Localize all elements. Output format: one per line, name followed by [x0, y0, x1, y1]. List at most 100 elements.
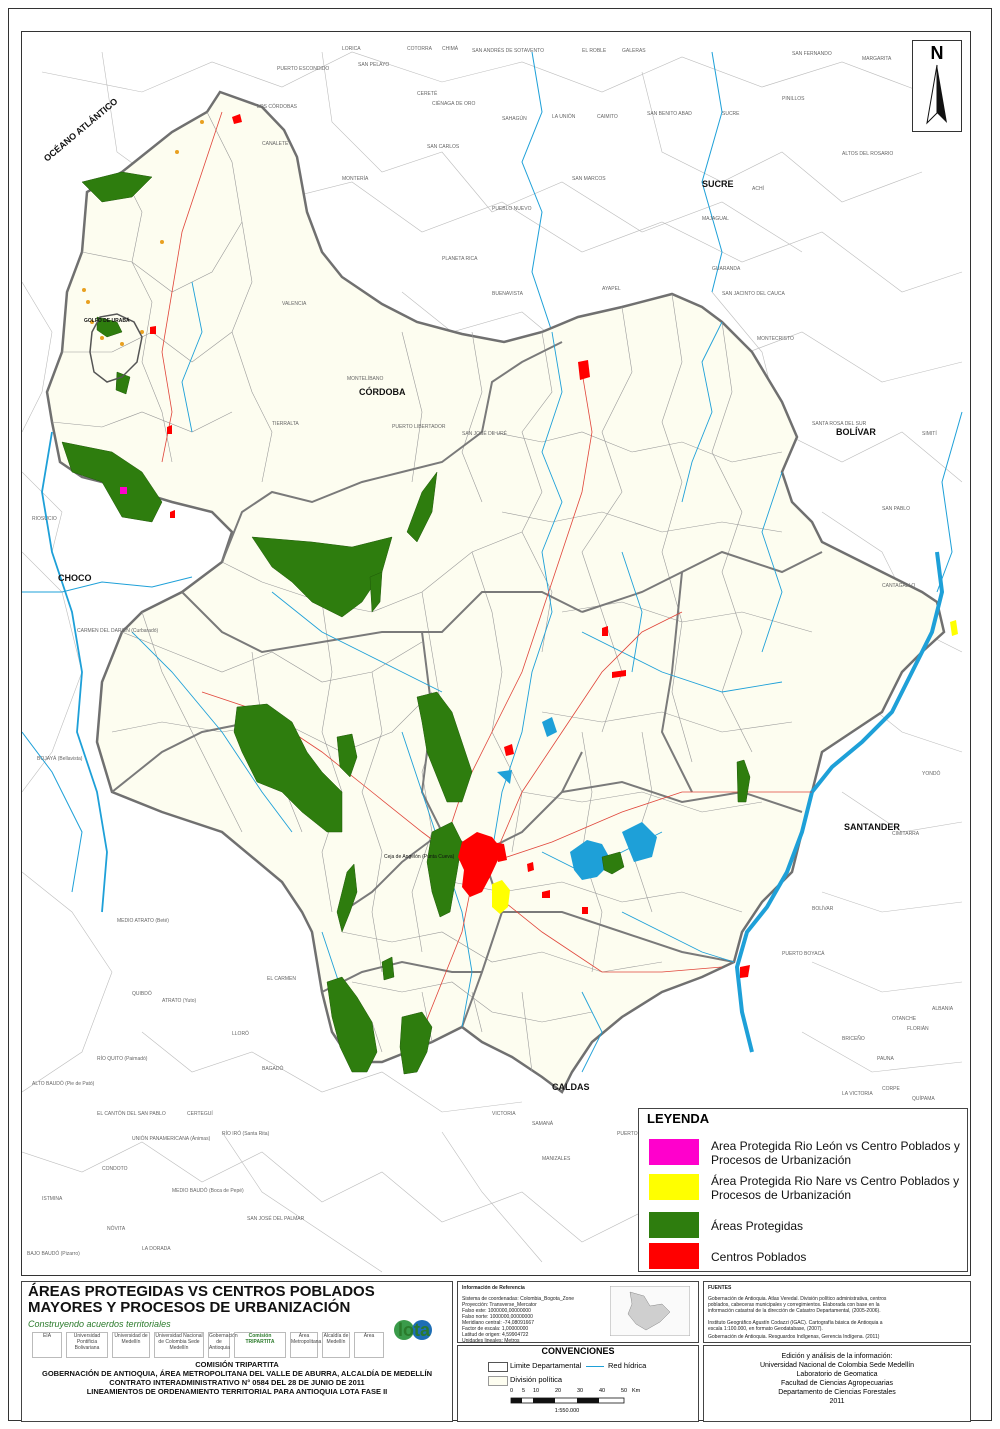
conventions-block: CONVENCIONES Limite Departamental Red hí… — [457, 1345, 699, 1422]
source-3: Gobernación de Antioquia. Resguardos Ind… — [708, 1334, 880, 1340]
urban-centres[interactable] — [150, 114, 750, 978]
label-golfo: GOLFO DE URABÁ — [84, 317, 130, 324]
logo-comision: Comisión TRIPARTITA — [234, 1332, 286, 1358]
logo-gobernacion: Gobernación de Antioquia — [208, 1332, 238, 1358]
label-santander: SANTANDER — [844, 822, 900, 832]
sources-block: FUENTES Gobernación de Antioquia. Atlas … — [703, 1281, 971, 1343]
town-label: PUEBLO NUEVO — [492, 206, 532, 212]
legend-swatch-rio-nare — [649, 1174, 699, 1200]
town-label: EL ROBLE — [582, 48, 607, 54]
rio-nare-area-east[interactable] — [950, 620, 958, 636]
label-cordoba: CÓRDOBA — [359, 386, 406, 397]
town-label: CIÉNAGA DE ORO — [432, 100, 475, 107]
label-bolivar: BOLÍVAR — [836, 427, 876, 437]
reference-line: Proyección: Transverse_Mercator — [462, 1302, 537, 1308]
town-label: LOS CÓRDOBAS — [257, 103, 298, 110]
town-label: SUCRE — [722, 111, 740, 117]
town-label: PUERTO ESCONDIDO — [277, 66, 329, 72]
scale-tick: 30 — [577, 1388, 584, 1394]
credit-line: Laboratorio de Geomatica — [796, 1371, 878, 1378]
town-label: LLORÓ — [232, 1030, 249, 1037]
red-hidrica-swatch — [586, 1366, 604, 1367]
reference-line: Sistema de coordenadas: Colombia_Bogota_… — [462, 1296, 575, 1302]
town-label: ISTMINA — [42, 1196, 63, 1202]
logo-area: Área — [354, 1332, 384, 1358]
commission-line2: GOBERNACIÓN DE ANTIOQUIA, ÁREA METROPOLI… — [42, 1369, 432, 1378]
credit-line: Edición y análisis de la información: — [781, 1353, 893, 1360]
town-labels: LORICA COTORRA CHIMÁ SAN ANDRÉS DE SOTAVENT… — [27, 45, 954, 1257]
town-label: SAN CARLOS — [427, 144, 460, 150]
scale-tick: 20 — [555, 1388, 562, 1394]
gulf-outline — [89, 313, 143, 383]
credit-line: 2011 — [829, 1398, 845, 1405]
atrato-river — [41, 431, 108, 913]
town-label: SIMITÍ — [922, 430, 937, 437]
legend-title: LEYENDA — [647, 1111, 710, 1126]
scale-ratio: 1:550.000 — [554, 1408, 580, 1414]
logo-alcaldia: Alcaldía de Medellín — [322, 1332, 350, 1358]
town-label: NÓVITA — [107, 1225, 126, 1232]
town-label: CIMITARRA — [892, 831, 920, 837]
town-label: MONTELÍBANO — [347, 375, 384, 382]
map-frame[interactable]: OCÉANO ATLÁNTICO SUCRE CÓRDOBA BOLÍVAR C… — [21, 31, 971, 1276]
source-2: Instituto Geográfico Agustín Codazzi (IG… — [708, 1320, 883, 1332]
credits-block: Edición y análisis de la información: Un… — [703, 1345, 971, 1422]
red-hidrica-label: Red hídrica — [608, 1361, 647, 1370]
scale-bar: 0 5 10 20 30 40 50 Km 1:550.000 — [510, 1388, 650, 1418]
town-label: EL CANTÓN DEL SAN PABLO — [97, 1110, 166, 1117]
town-label: SAN JOSÉ DE URÉ — [462, 430, 508, 437]
town-label: BUENAVISTA — [492, 291, 524, 297]
legend-swatch-rio-leon — [649, 1139, 699, 1165]
rio-leon-area[interactable] — [120, 487, 127, 494]
town-label: MEDIO BAUDÓ (Boca de Pepé) — [172, 1187, 244, 1194]
legend-label-rio-nare: Área Protegida Rio Nare vs Centro Poblad… — [711, 1174, 960, 1202]
outer-rivers — [22, 51, 963, 893]
label-choco: CHOCO — [58, 573, 92, 583]
lota-logo-text: lota — [398, 1320, 431, 1340]
scale-bar-graphic — [510, 1397, 625, 1404]
protected-areas[interactable] — [61, 171, 751, 1075]
map-footer: ÁREAS PROTEGIDAS VS CENTROS POBLADOS MAY… — [21, 1281, 971, 1424]
town-label: CONDOTO — [102, 1166, 128, 1172]
logo-area-metropolitana: Área Metropolitana — [290, 1332, 321, 1358]
reference-line: Falso este: 1000000,00000000 — [462, 1308, 531, 1314]
town-label: SANTA ROSA DEL SUR — [812, 421, 867, 427]
credit-line: Departamento de Ciencias Forestales — [778, 1389, 896, 1396]
town-label: QUÍPAMA — [912, 1095, 935, 1102]
town-label: SAN PELAYO — [358, 62, 389, 68]
town-label: GUARANDA — [712, 266, 741, 272]
limite-label: Limite Departamental — [510, 1361, 582, 1370]
town-label: LORICA — [342, 46, 361, 52]
logo-strip: EIA Universidad Pontificia Bolivariana U… — [32, 1332, 442, 1360]
internal-rivers — [131, 281, 783, 1073]
coastal-settlements — [82, 120, 204, 346]
town-label: CORPE — [882, 1086, 900, 1092]
scale-unit: Km — [632, 1388, 641, 1394]
town-label: RÍO IRÓ (Santa Rita) — [222, 1130, 270, 1137]
lota-logo-icon — [394, 1320, 432, 1340]
scale-ticks: 0 5 10 20 30 40 50 Km — [510, 1388, 650, 1396]
town-label: PUERTO BOYACÁ — [782, 950, 825, 957]
town-label: VALENCIA — [282, 301, 307, 307]
town-label: YONDÓ — [922, 770, 940, 777]
town-label: VICTORIA — [492, 1111, 516, 1117]
legend: LEYENDA Area Protegida Rio León vs Centr… — [638, 1108, 968, 1272]
commission-line4: LINEAMIENTOS DE ORDENAMIENTO TERRITORIAL… — [86, 1387, 388, 1396]
town-label: SAN JACINTO DEL CAUCA — [722, 291, 785, 297]
map-sheet: OCÉANO ATLÁNTICO SUCRE CÓRDOBA BOLÍVAR C… — [8, 8, 992, 1424]
commission-title: COMISIÓN TRIPARTITA — [195, 1360, 279, 1369]
town-label: ALTOS DEL ROSARIO — [842, 151, 893, 157]
town-label: FLORIÁN — [907, 1025, 929, 1032]
neighbour-boundaries — [22, 51, 963, 1273]
scale-tick: 40 — [599, 1388, 606, 1394]
rio-nare-area[interactable] — [492, 880, 510, 914]
locator-map — [610, 1286, 690, 1336]
town-label: BAGADÓ — [262, 1065, 284, 1072]
town-label: SAN PABLO — [882, 506, 910, 512]
town-label: MANIZALES — [542, 1156, 571, 1162]
town-label: RIOSUCIO — [32, 516, 57, 522]
place-label: Ceja de Angelón (Punta Cueva) — [384, 854, 455, 860]
map-canvas[interactable]: OCÉANO ATLÁNTICO SUCRE CÓRDOBA BOLÍVAR C… — [22, 32, 971, 1276]
town-label: EL CARMEN — [267, 976, 296, 982]
town-label: GALERAS — [622, 48, 646, 54]
